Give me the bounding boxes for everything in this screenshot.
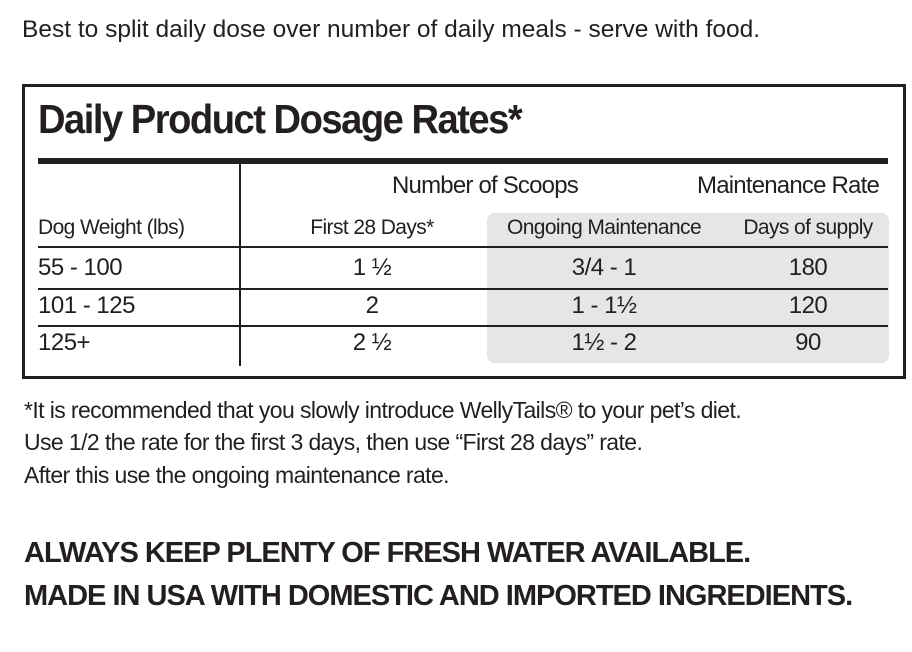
cell-weight: 55 - 100 (38, 254, 123, 281)
column-divider (239, 164, 241, 366)
cell-ongoing: 1½ - 2 (571, 329, 637, 356)
footnote-line: After this use the ongoing maintenance r… (24, 462, 450, 488)
cell-weight: 125+ (38, 329, 91, 356)
column-header: Dog Weight (lbs) (38, 216, 185, 239)
footnote-line: Use 1/2 the rate for the first 3 days, t… (24, 429, 643, 455)
header-divider (38, 246, 888, 248)
column-header: Ongoing Maintenance (506, 216, 702, 239)
warning-origin: MADE IN USA WITH DOMESTIC AND IMPORTED I… (24, 580, 853, 612)
row-divider (38, 325, 888, 327)
dosage-table-box (22, 84, 906, 379)
warning-water: ALWAYS KEEP PLENTY OF FRESH WATER AVAILA… (24, 537, 751, 569)
title-rule (38, 158, 888, 164)
cell-ongoing: 1 - 1½ (571, 292, 637, 319)
column-header: Days of supply (743, 216, 873, 239)
cell-first-28: 2 ½ (352, 329, 392, 356)
cell-ongoing: 3/4 - 1 (571, 254, 637, 281)
cell-first-28: 2 (365, 292, 379, 319)
table-title: Daily Product Dosage Rates* (38, 96, 523, 142)
cell-days: 180 (788, 254, 828, 281)
group-header-maintenance: Maintenance Rate (697, 172, 880, 199)
cell-days: 90 (795, 329, 821, 356)
row-divider (38, 288, 888, 290)
column-header: First 28 Days* (310, 216, 434, 239)
group-header-scoops: Number of Scoops (392, 172, 579, 199)
intro-text: Best to split daily dose over number of … (22, 16, 761, 43)
cell-weight: 101 - 125 (38, 292, 135, 319)
footnote-line: *It is recommended that you slowly intro… (24, 397, 742, 423)
cell-days: 120 (788, 292, 828, 319)
cell-first-28: 1 ½ (352, 254, 392, 281)
